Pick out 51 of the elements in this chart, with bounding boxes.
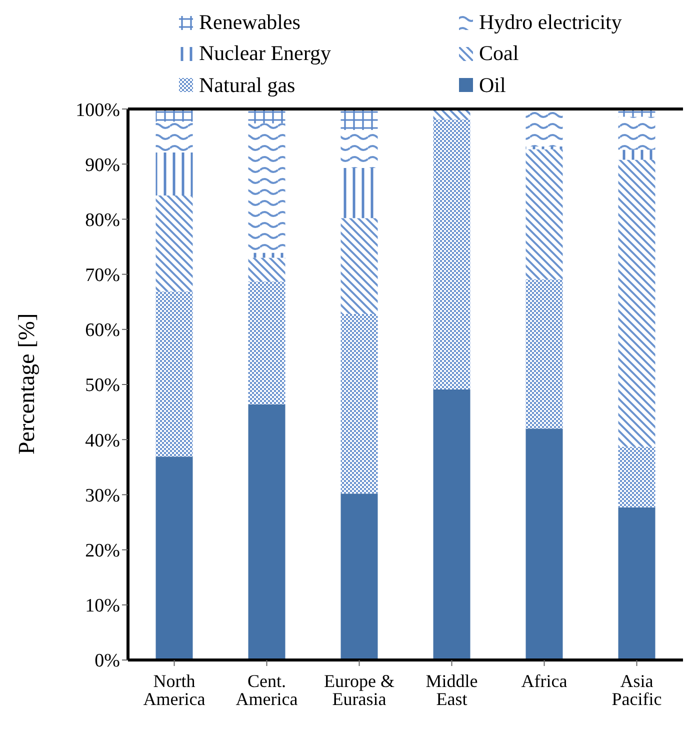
bar <box>156 291 193 457</box>
legend-label: Hydro electricity <box>479 10 622 36</box>
bar <box>248 404 286 660</box>
y-tick-label: 10% <box>85 596 120 617</box>
bar <box>156 122 193 153</box>
bar <box>340 168 378 218</box>
bar <box>340 218 378 314</box>
bar <box>340 494 378 660</box>
bar <box>156 152 193 196</box>
bar <box>618 150 656 160</box>
legend-label: Coal <box>479 41 519 66</box>
legend-label: Renewables <box>199 10 300 36</box>
bar <box>618 507 656 660</box>
bar <box>618 160 656 447</box>
y-tick-label: 40% <box>85 430 120 452</box>
y-tick-label: 100% <box>76 100 120 121</box>
y-tick-label: 80% <box>85 210 120 231</box>
y-tick-label: 60% <box>85 320 120 342</box>
bar <box>433 389 470 660</box>
y-tick-label: 30% <box>85 485 120 506</box>
bar <box>248 281 286 404</box>
x-tick-label: Asia Pacific <box>612 670 662 709</box>
y-tick-label: 50% <box>85 375 120 396</box>
bar <box>618 116 656 150</box>
bar <box>526 149 563 280</box>
bar <box>340 109 378 130</box>
y-tick-label: 90% <box>85 154 120 176</box>
bar <box>248 258 286 282</box>
y-tick-label: 70% <box>85 265 120 286</box>
bar <box>618 446 656 508</box>
bar <box>526 428 563 660</box>
x-tick-label: North America <box>143 670 206 709</box>
bar <box>248 123 286 253</box>
x-tick-label: Africa <box>521 670 568 691</box>
y-tick-label: 20% <box>85 540 120 562</box>
bar <box>526 146 563 150</box>
bar <box>526 110 563 146</box>
x-tick-label: Middle East <box>426 670 478 709</box>
bar <box>156 456 193 660</box>
y-axis-title: Percentage [%] <box>14 313 40 454</box>
y-tick-label: 0% <box>94 650 120 672</box>
bar <box>433 119 470 390</box>
x-tick-label: Cent. America <box>236 670 298 709</box>
legend-label: Oil <box>479 72 506 98</box>
legend-label: Natural gas <box>199 72 296 98</box>
legend-label: Nuclear Energy <box>199 41 331 66</box>
bar <box>156 196 193 292</box>
bar <box>340 314 378 494</box>
bar <box>248 109 286 124</box>
x-tick-label: Europe & Eurasia <box>324 670 394 709</box>
bar <box>526 279 563 429</box>
